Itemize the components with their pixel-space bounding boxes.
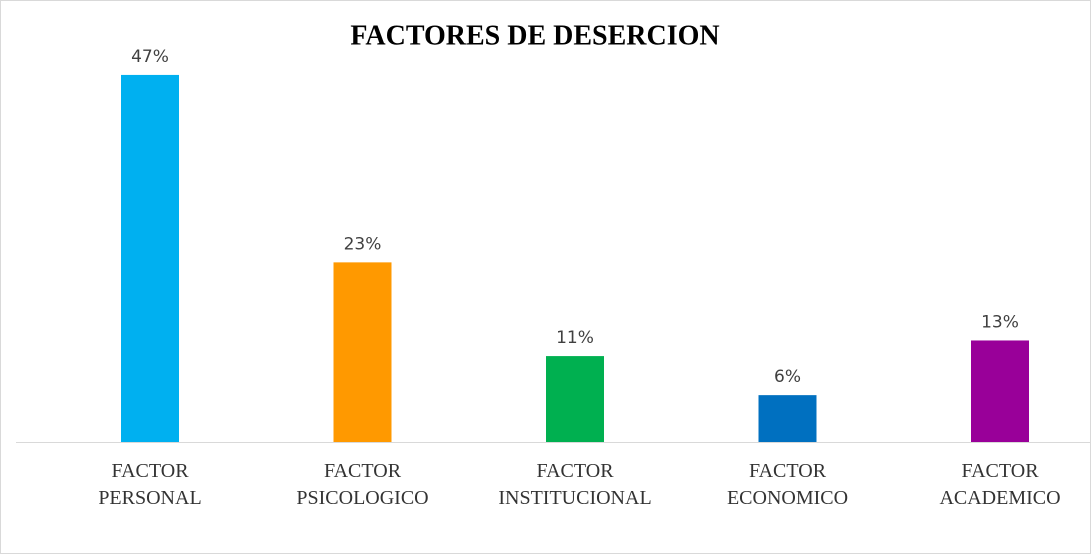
x-tick-label: FACTOR INSTITUCIONAL: [498, 460, 652, 509]
x-tick-label: FACTOR PERSONAL: [98, 460, 202, 509]
bar: [546, 356, 604, 442]
data-label: 13%: [981, 312, 1019, 332]
bar: [971, 340, 1029, 442]
bar: [758, 395, 817, 442]
x-tick-label: FACTOR PSICOLOGICO: [296, 460, 429, 509]
chart-title: FACTORES DE DESERCION: [350, 20, 719, 51]
x-tick-label: FACTOR ACADEMICO: [939, 460, 1061, 509]
x-tick-label: FACTOR ECONOMICO: [726, 460, 849, 509]
data-label: 47%: [131, 47, 169, 67]
bar: [333, 262, 392, 442]
data-label: 6%: [774, 367, 801, 387]
bar: [121, 74, 179, 443]
data-label: 23%: [344, 234, 382, 254]
data-label: 11%: [556, 328, 594, 348]
